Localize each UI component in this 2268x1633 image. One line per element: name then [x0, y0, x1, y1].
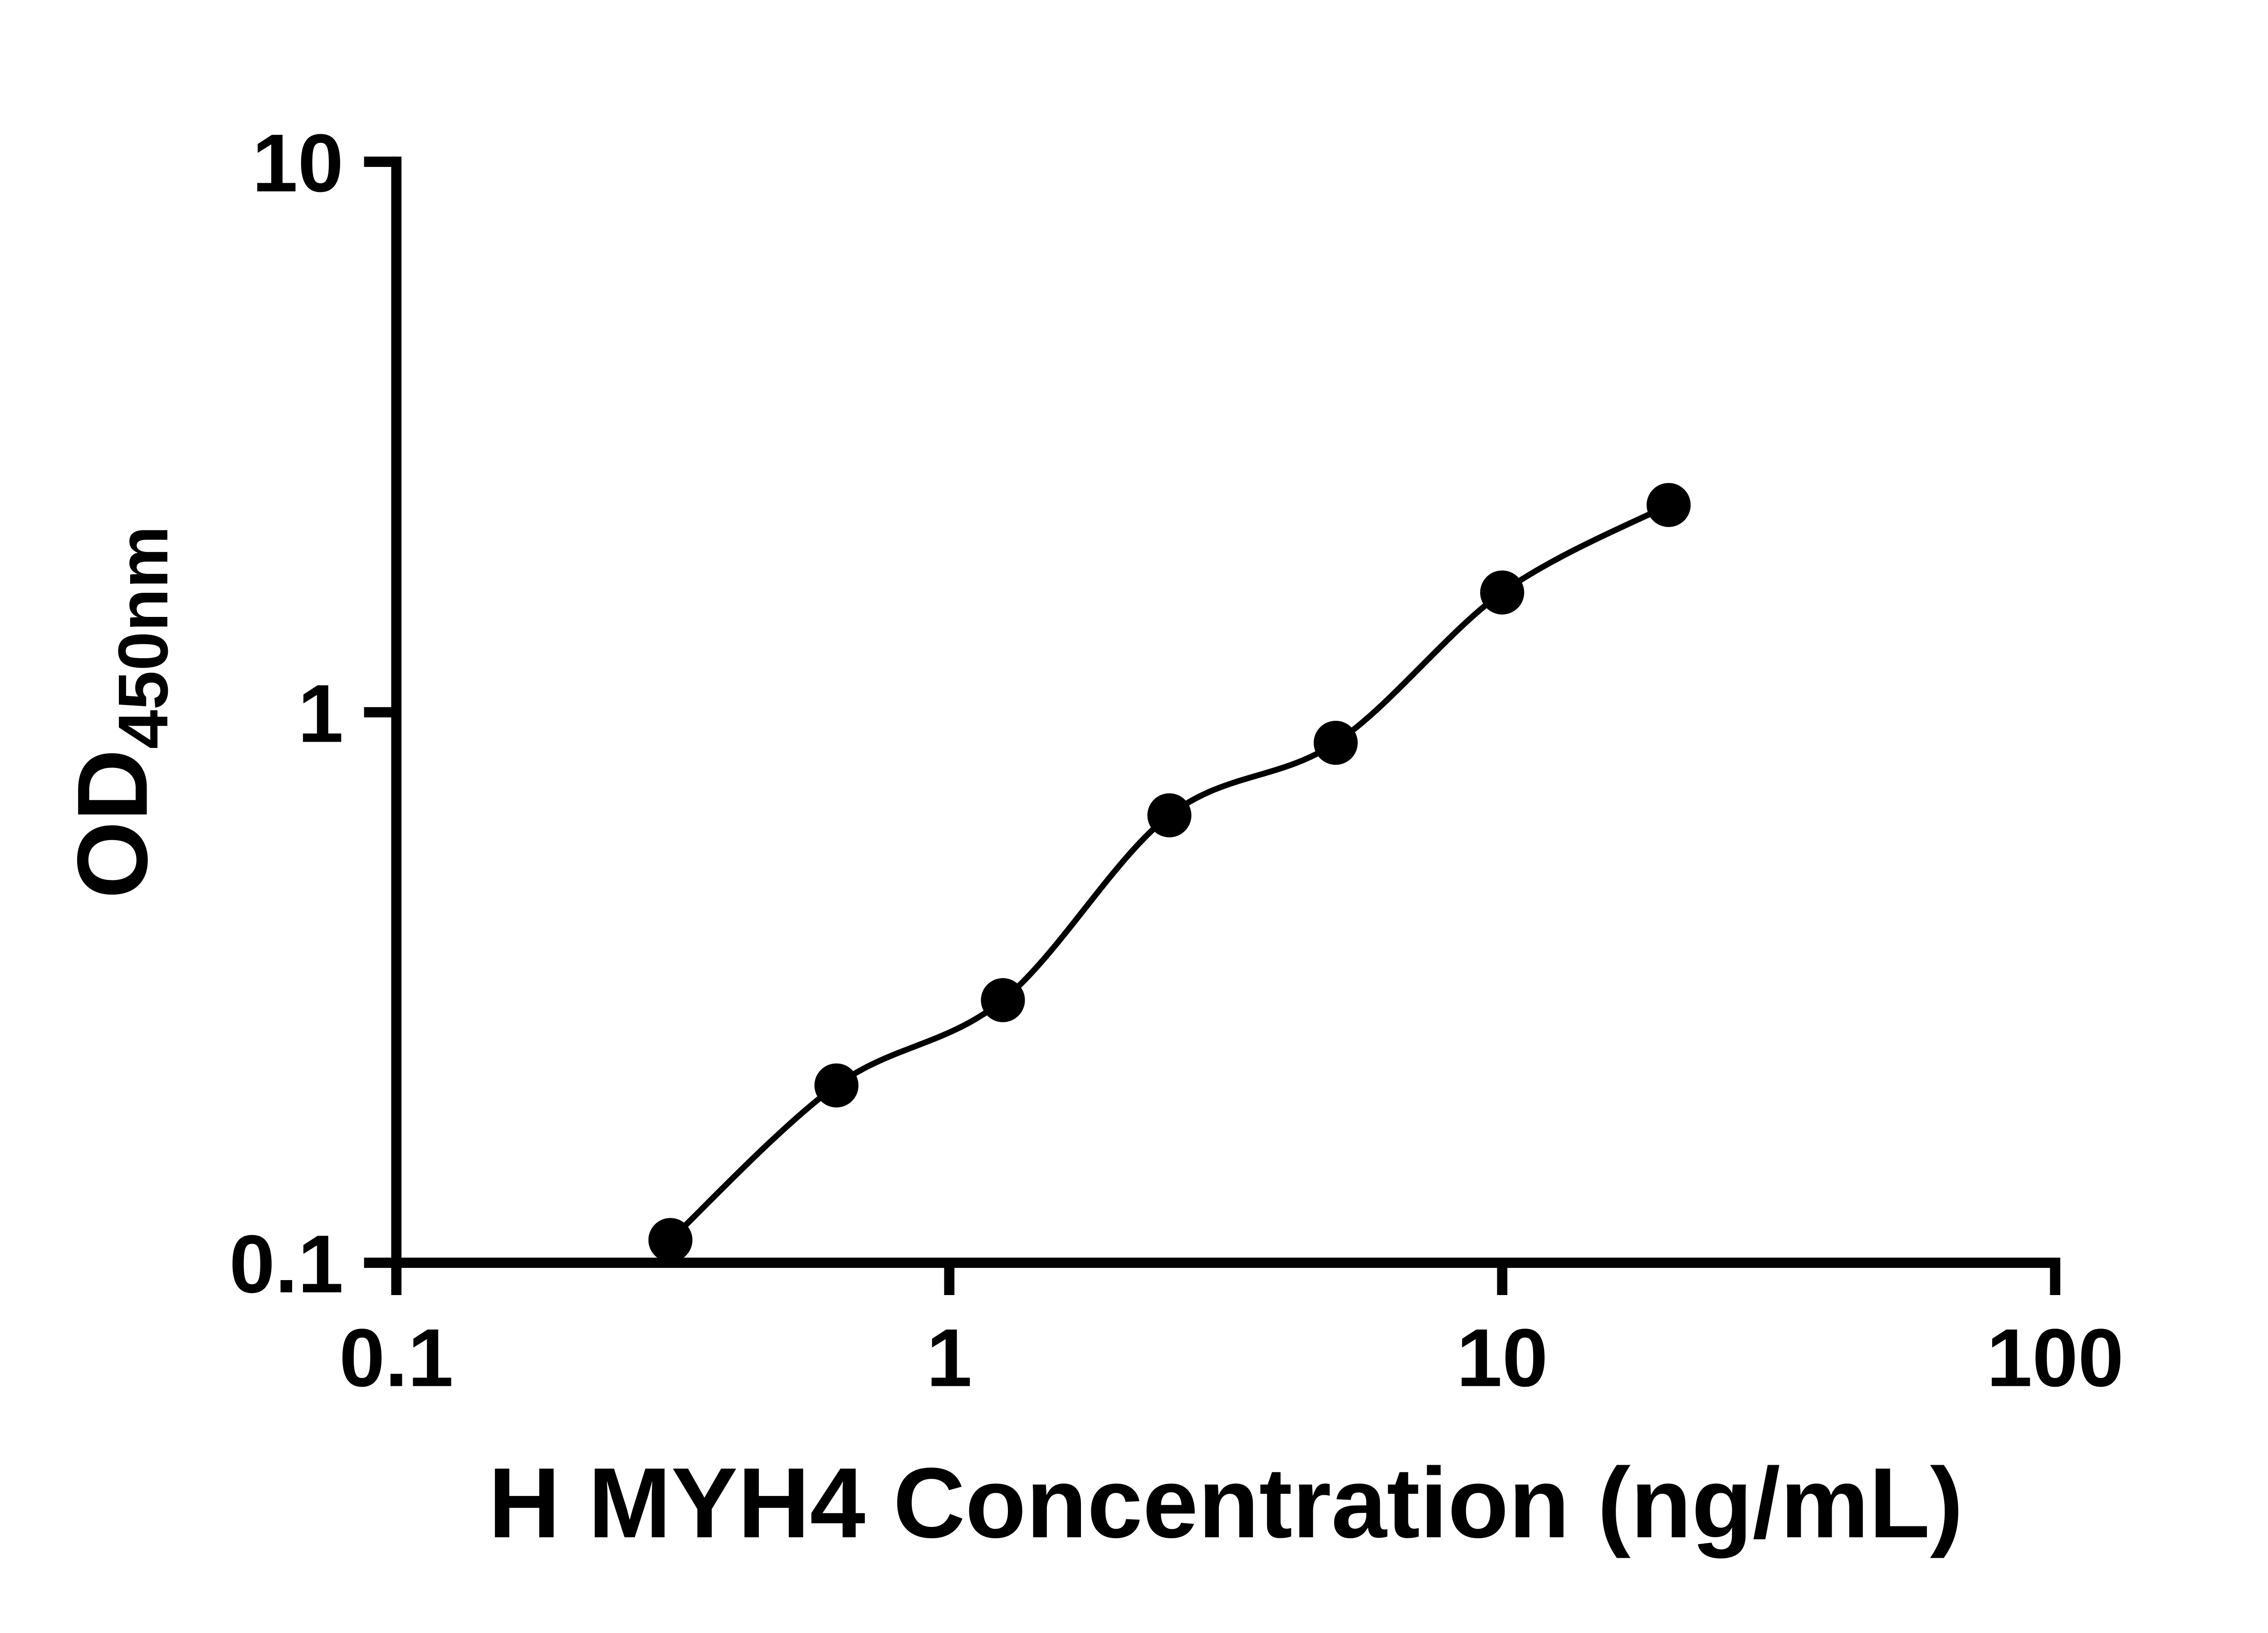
y-axis-title-main: OD — [57, 749, 168, 899]
x-tick-label: 10 — [1457, 1312, 1548, 1404]
data-point — [981, 978, 1025, 1022]
y-tick-label: 1 — [298, 668, 343, 759]
axes — [364, 156, 2061, 1296]
x-tick-label: 100 — [1987, 1312, 2124, 1404]
data-point — [814, 1063, 859, 1108]
data-point — [1647, 483, 1691, 527]
data-points — [648, 483, 1691, 1262]
x-tick-label: 1 — [926, 1312, 972, 1404]
data-point — [1314, 720, 1358, 765]
y-axis-title-subscript: 450nm — [103, 526, 182, 749]
y-axis-title: OD450nm — [57, 526, 182, 899]
x-axis-title: H MYH4 Concentration (ng/mL) — [488, 1447, 1963, 1559]
data-point — [648, 1218, 693, 1262]
axis-lines — [391, 156, 2061, 1268]
fit-curve — [668, 502, 1670, 1242]
x-tick-label: 0.1 — [339, 1312, 454, 1404]
y-tick-label: 0.1 — [229, 1218, 343, 1310]
tick-labels: 0.1 1 10 100 0.1 1 10 — [229, 117, 2124, 1404]
data-point — [1147, 793, 1192, 837]
data-point — [1480, 570, 1525, 615]
y-tick-label: 10 — [252, 117, 344, 209]
